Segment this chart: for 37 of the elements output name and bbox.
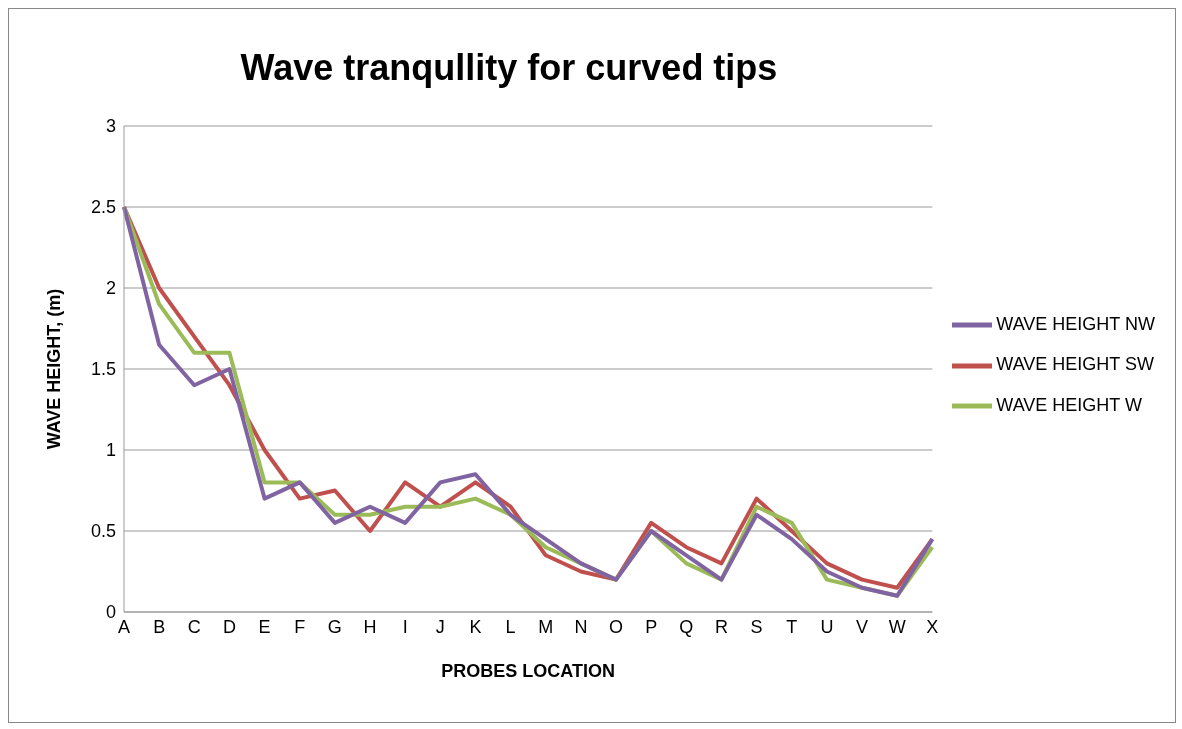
x-tick-label: O	[609, 616, 624, 637]
x-tick-label: W	[888, 616, 906, 637]
x-tick-label: S	[750, 616, 763, 637]
x-tick-label: M	[538, 616, 554, 637]
y-tick-label: 1	[105, 440, 116, 461]
x-tick-label: P	[645, 616, 658, 637]
x-tick-label: F	[294, 616, 306, 637]
y-tick-label: 0	[105, 602, 116, 623]
x-tick-label: H	[363, 616, 377, 637]
x-tick-label: K	[469, 616, 482, 637]
y-tick-label: 0.5	[90, 521, 116, 542]
y-tick-label: 2.5	[90, 197, 116, 218]
x-tick-label: J	[435, 616, 445, 637]
x-tick-label: R	[714, 616, 728, 637]
legend-label: WAVE HEIGHT W	[996, 394, 1142, 415]
x-tick-label: T	[786, 616, 798, 637]
x-axis-title: PROBES LOCATION	[441, 661, 615, 681]
x-tick-label: U	[820, 616, 834, 637]
y-tick-label: 1.5	[90, 359, 116, 380]
x-tick-label: N	[574, 616, 588, 637]
x-tick-label: Q	[679, 616, 694, 637]
y-axis-title: WAVE HEIGHT, (m)	[44, 288, 65, 450]
y-tick-label: 2	[105, 278, 116, 299]
x-tick-label: C	[187, 616, 201, 637]
x-tick-label: X	[926, 616, 939, 637]
x-tick-label: V	[856, 616, 869, 637]
x-tick-label: I	[402, 616, 408, 637]
x-tick-label: D	[222, 616, 236, 637]
legend-label: WAVE HEIGHT NW	[996, 314, 1155, 335]
legend-label: WAVE HEIGHT SW	[996, 354, 1155, 375]
x-tick-label: E	[258, 616, 271, 637]
y-tick-label: 3	[105, 116, 116, 137]
x-tick-label: G	[327, 616, 342, 637]
x-tick-label: B	[153, 616, 166, 637]
chart-title: Wave tranqullity for curved tips	[239, 47, 779, 89]
x-tick-label: L	[505, 616, 516, 637]
x-tick-label: A	[117, 616, 131, 637]
